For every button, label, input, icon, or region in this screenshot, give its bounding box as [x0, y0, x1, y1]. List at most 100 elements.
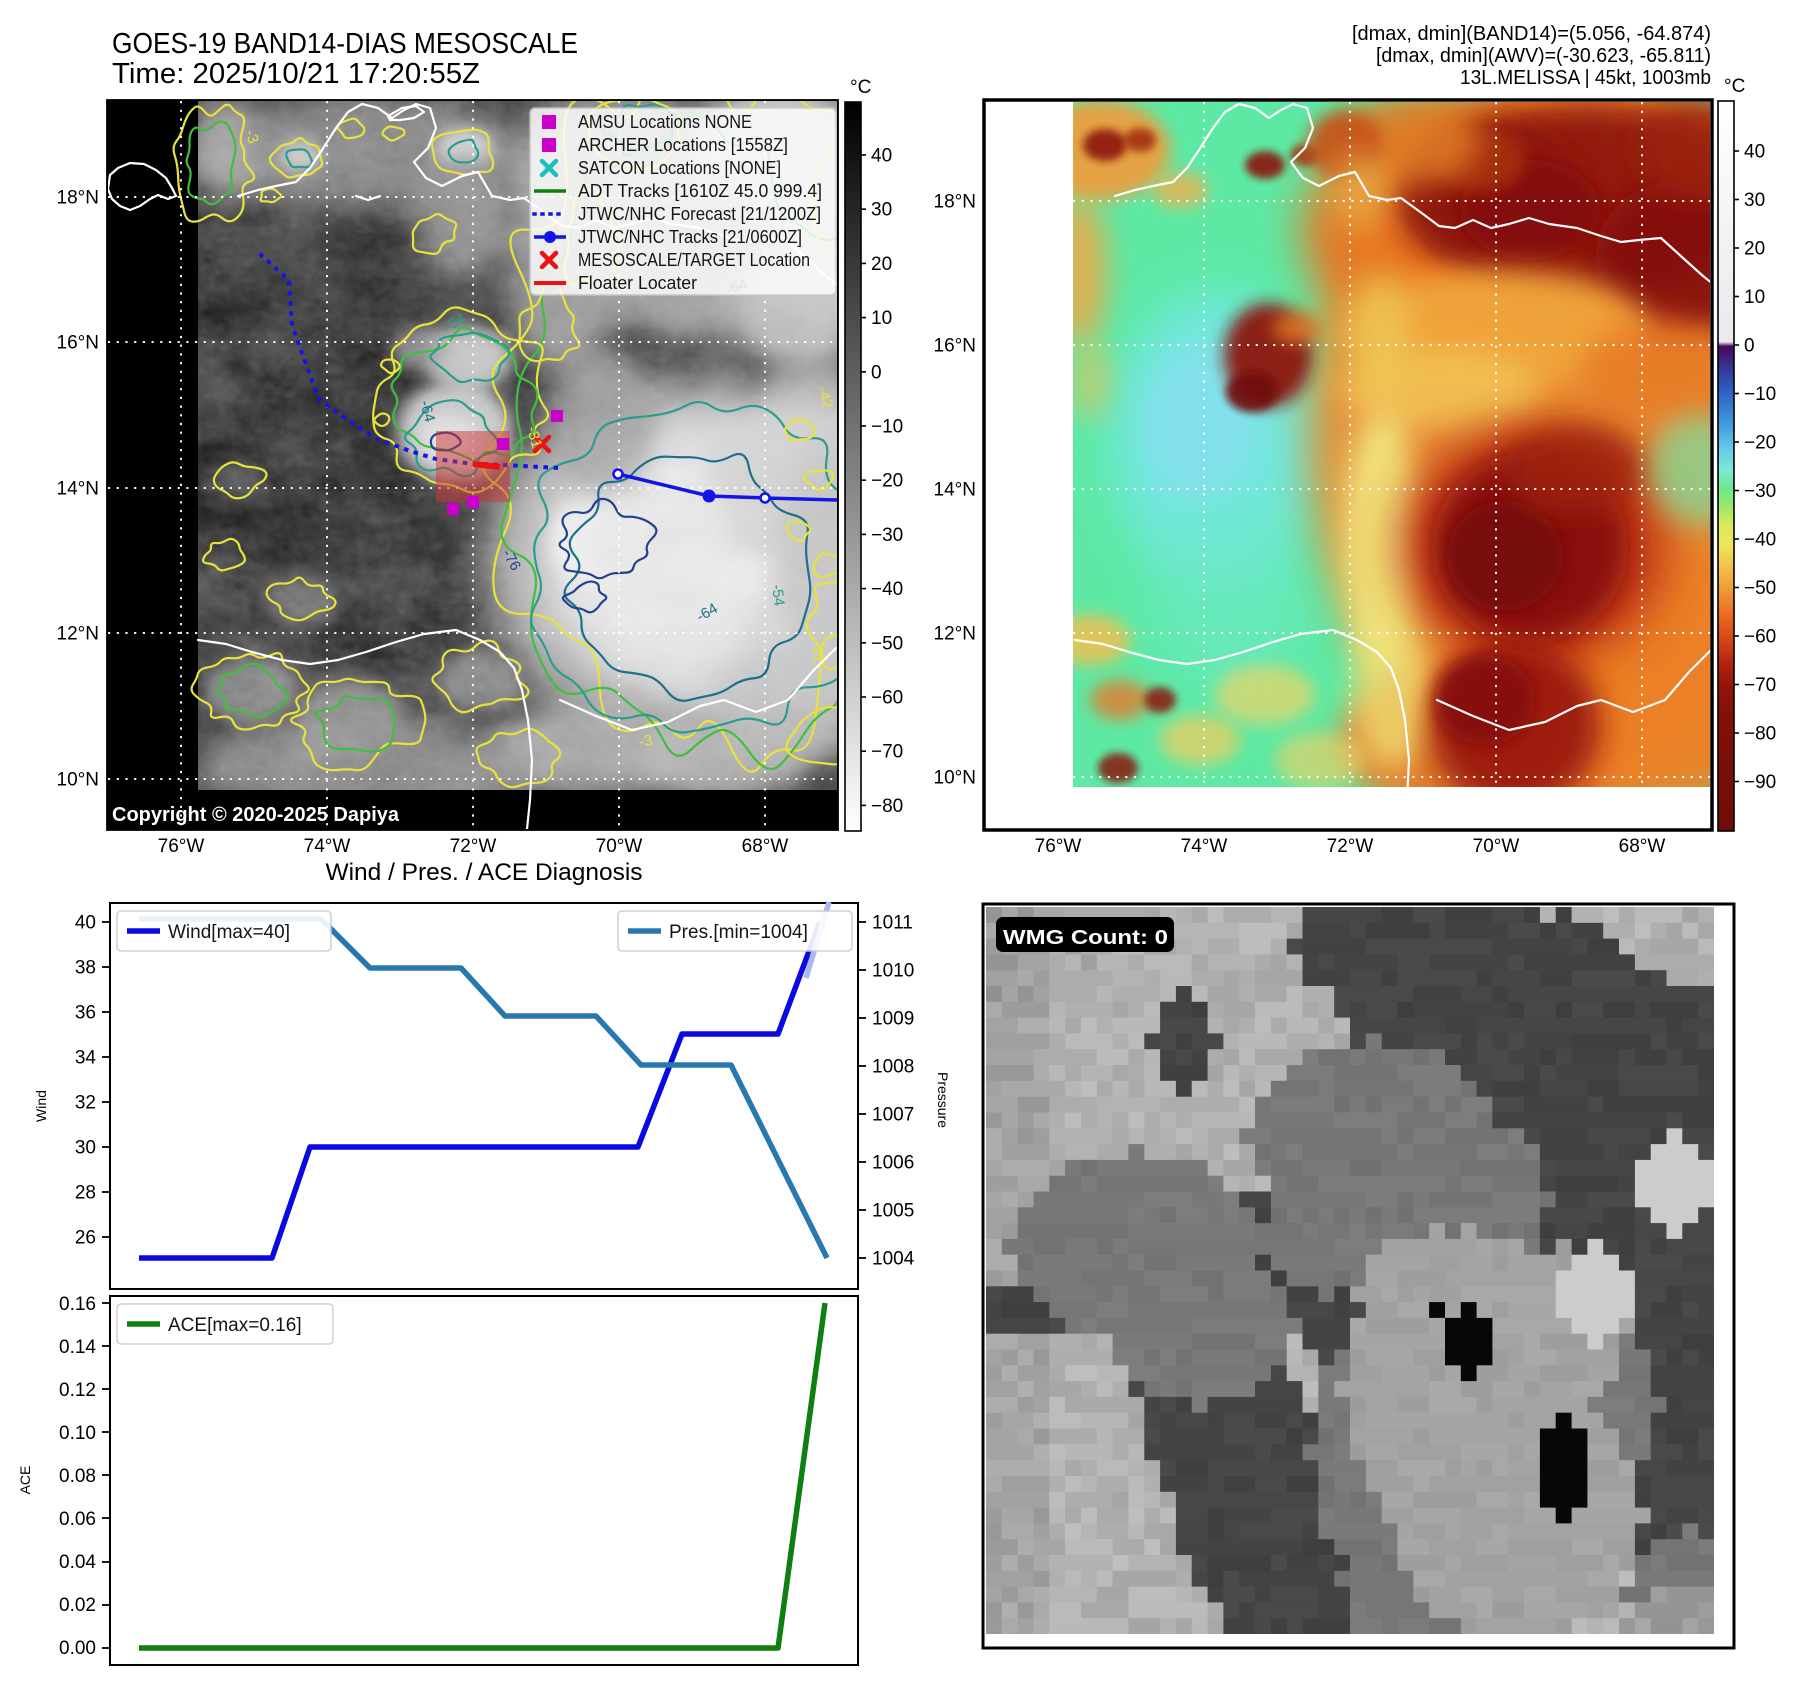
svg-text:Copyright © 2020-2025 Dapiya: Copyright © 2020-2025 Dapiya — [112, 804, 400, 826]
svg-text:14°N: 14°N — [934, 480, 976, 501]
svg-text:12°N: 12°N — [57, 624, 99, 645]
svg-text:[dmax, dmin](BAND14)=(5.056, -: [dmax, dmin](BAND14)=(5.056, -64.874) — [1352, 23, 1711, 45]
svg-text:76°W: 76°W — [1035, 836, 1082, 857]
svg-text:Pressure: Pressure — [935, 1072, 951, 1128]
svg-text:20: 20 — [871, 254, 892, 275]
svg-text:SATCON Locations [NONE]: SATCON Locations [NONE] — [578, 158, 781, 178]
svg-text:0.04: 0.04 — [59, 1552, 96, 1573]
svg-text:12°N: 12°N — [934, 624, 976, 645]
svg-text:0.12: 0.12 — [59, 1380, 96, 1401]
svg-text:74°W: 74°W — [304, 836, 351, 857]
svg-text:40: 40 — [1744, 142, 1765, 163]
svg-text:30: 30 — [1744, 190, 1765, 211]
svg-text:0.16: 0.16 — [59, 1294, 96, 1315]
svg-text:36: 36 — [75, 1003, 96, 1024]
svg-text:MESOSCALE/TARGET Location: MESOSCALE/TARGET Location — [578, 250, 810, 270]
svg-text:AMSU Locations NONE: AMSU Locations NONE — [578, 112, 752, 132]
svg-text:ACE: ACE — [17, 1466, 33, 1495]
svg-text:Time: 2025/10/21 17:20:55Z: Time: 2025/10/21 17:20:55Z — [112, 58, 480, 90]
svg-text:1007: 1007 — [872, 1105, 914, 1126]
svg-text:−30: −30 — [871, 525, 903, 546]
svg-text:72°W: 72°W — [1327, 836, 1374, 857]
svg-text:−60: −60 — [1744, 627, 1776, 648]
svg-text:−60: −60 — [871, 688, 903, 709]
svg-text:0.02: 0.02 — [59, 1595, 96, 1616]
svg-text:70°W: 70°W — [1473, 836, 1520, 857]
svg-text:−20: −20 — [1744, 433, 1776, 454]
svg-text:−50: −50 — [1744, 578, 1776, 599]
svg-text:Wind / Pres. / ACE Diagnosis: Wind / Pres. / ACE Diagnosis — [326, 859, 643, 886]
svg-text:−40: −40 — [871, 579, 903, 600]
svg-text:30: 30 — [75, 1138, 96, 1159]
svg-text:0.10: 0.10 — [59, 1423, 96, 1444]
svg-text:-54: -54 — [768, 583, 788, 607]
svg-text:68°W: 68°W — [1619, 836, 1666, 857]
svg-text:1008: 1008 — [872, 1057, 914, 1078]
svg-text:−10: −10 — [1744, 384, 1776, 405]
svg-text:°C: °C — [850, 77, 871, 98]
svg-text:74°W: 74°W — [1181, 836, 1228, 857]
svg-text:20: 20 — [1744, 239, 1765, 260]
svg-text:GOES-19 BAND14-DIAS MESOSCALE: GOES-19 BAND14-DIAS MESOSCALE — [112, 28, 578, 60]
svg-text:16°N: 16°N — [934, 336, 976, 357]
svg-text:−70: −70 — [1744, 675, 1776, 696]
svg-text:0.06: 0.06 — [59, 1509, 96, 1530]
svg-text:13L.MELISSA | 45kt, 1003mb: 13L.MELISSA | 45kt, 1003mb — [1460, 67, 1711, 89]
svg-text:[dmax, dmin](AWV)=(-30.623, -6: [dmax, dmin](AWV)=(-30.623, -65.811) — [1376, 45, 1711, 67]
svg-text:−80: −80 — [1744, 724, 1776, 745]
svg-text:1011: 1011 — [872, 913, 913, 934]
svg-text:−30: −30 — [1744, 481, 1776, 502]
svg-text:-3: -3 — [638, 732, 654, 751]
svg-text:−50: −50 — [871, 633, 903, 654]
svg-text:−80: −80 — [871, 796, 903, 817]
svg-text:1009: 1009 — [872, 1009, 914, 1030]
svg-text:34: 34 — [75, 1048, 97, 1069]
svg-text:1005: 1005 — [872, 1201, 914, 1222]
svg-text:−10: −10 — [871, 417, 903, 438]
svg-text:38: 38 — [75, 958, 96, 979]
svg-text:0: 0 — [871, 362, 882, 383]
svg-text:18°N: 18°N — [57, 188, 99, 209]
svg-text:0.14: 0.14 — [59, 1337, 96, 1358]
svg-text:ACE[max=0.16]: ACE[max=0.16] — [168, 1315, 302, 1336]
svg-text:72°W: 72°W — [450, 836, 497, 857]
svg-text:ADT Tracks [1610Z 45.0 999.4]: ADT Tracks [1610Z 45.0 999.4] — [578, 181, 822, 201]
svg-text:-31: -31 — [523, 425, 545, 450]
svg-text:10°N: 10°N — [57, 770, 99, 791]
svg-text:40: 40 — [75, 913, 96, 934]
svg-text:26: 26 — [75, 1228, 96, 1249]
svg-text:1004: 1004 — [872, 1249, 915, 1270]
svg-text:Wind: Wind — [33, 1090, 49, 1122]
svg-text:−70: −70 — [871, 742, 903, 763]
svg-text:-3: -3 — [241, 128, 262, 146]
svg-text:10°N: 10°N — [934, 768, 976, 789]
svg-text:0: 0 — [1744, 336, 1755, 357]
svg-text:0.08: 0.08 — [59, 1466, 96, 1487]
svg-text:−40: −40 — [1744, 530, 1776, 551]
svg-text:1010: 1010 — [872, 961, 914, 982]
svg-text:-31: -31 — [808, 640, 828, 664]
svg-text:JTWC/NHC Tracks [21/0600Z]: JTWC/NHC Tracks [21/0600Z] — [578, 227, 802, 247]
svg-text:Wind[max=40]: Wind[max=40] — [168, 922, 290, 943]
svg-text:WMG Count: 0: WMG Count: 0 — [1003, 927, 1168, 949]
svg-text:16°N: 16°N — [57, 333, 99, 354]
svg-text:°C: °C — [1724, 76, 1745, 97]
svg-text:10: 10 — [1744, 287, 1765, 308]
svg-text:76°W: 76°W — [158, 836, 205, 857]
svg-text:40: 40 — [871, 146, 892, 167]
svg-text:−20: −20 — [871, 471, 903, 492]
svg-text:−90: −90 — [1744, 772, 1776, 793]
svg-text:Pres.[min=1004]: Pres.[min=1004] — [669, 922, 808, 943]
svg-text:ARCHER Locations [1558Z]: ARCHER Locations [1558Z] — [578, 135, 788, 155]
svg-text:10: 10 — [871, 308, 892, 329]
svg-text:Floater Locater: Floater Locater — [578, 273, 697, 293]
svg-text:-42: -42 — [814, 385, 836, 410]
svg-text:32: 32 — [75, 1093, 96, 1114]
svg-text:68°W: 68°W — [742, 836, 789, 857]
svg-text:28: 28 — [75, 1183, 96, 1204]
svg-text:30: 30 — [871, 200, 892, 221]
svg-text:18°N: 18°N — [934, 192, 976, 213]
svg-text:14°N: 14°N — [57, 479, 99, 500]
svg-text:0.00: 0.00 — [59, 1638, 96, 1659]
svg-text:1006: 1006 — [872, 1153, 914, 1174]
